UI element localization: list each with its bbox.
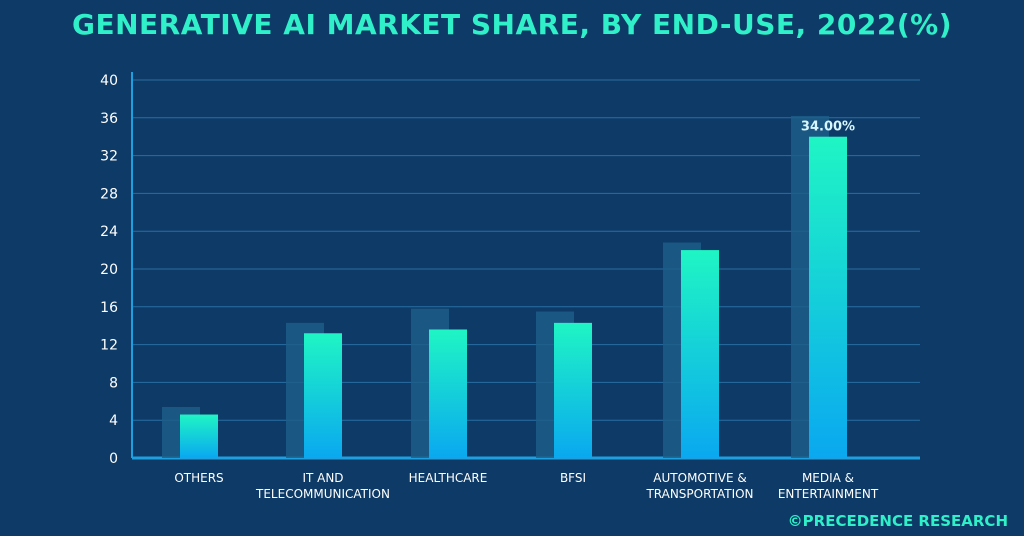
x-tick-label: IT AND	[302, 471, 343, 485]
y-tick-label: 24	[100, 224, 118, 240]
y-tick-label: 0	[109, 451, 118, 467]
data-label: 34.00%	[801, 120, 855, 135]
bar	[180, 414, 218, 458]
y-tick-label: 8	[109, 375, 118, 391]
bar	[429, 329, 467, 458]
bar	[554, 322, 592, 458]
source-credit: ©PRECEDENCE RESEARCH	[787, 512, 1008, 530]
x-tick-label: OTHERS	[174, 471, 223, 485]
bar	[681, 250, 719, 458]
y-tick-label: 40	[100, 73, 118, 89]
y-tick-label: 12	[100, 338, 118, 354]
bar	[809, 136, 847, 458]
y-tick-label: 4	[109, 413, 118, 429]
y-tick-label: 32	[100, 149, 118, 165]
x-tick-label: BFSI	[560, 471, 586, 485]
x-tick-label: ENTERTAINMENT	[778, 487, 879, 501]
x-tick-label: MEDIA &	[802, 471, 854, 485]
y-tick-label: 36	[100, 111, 118, 127]
y-tick-label: 28	[100, 186, 118, 202]
x-tick-label: TELECOMMUNICATION	[255, 487, 390, 501]
chart-title: GENERATIVE AI MARKET SHARE, BY END-USE, …	[71, 8, 952, 41]
x-tick-label: TRANSPORTATION	[645, 487, 753, 501]
y-tick-label: 20	[100, 262, 118, 278]
y-tick-label: 16	[100, 300, 118, 316]
bar	[304, 333, 342, 458]
x-tick-label: AUTOMOTIVE &	[653, 471, 746, 485]
x-tick-label: HEALTHCARE	[409, 471, 488, 485]
